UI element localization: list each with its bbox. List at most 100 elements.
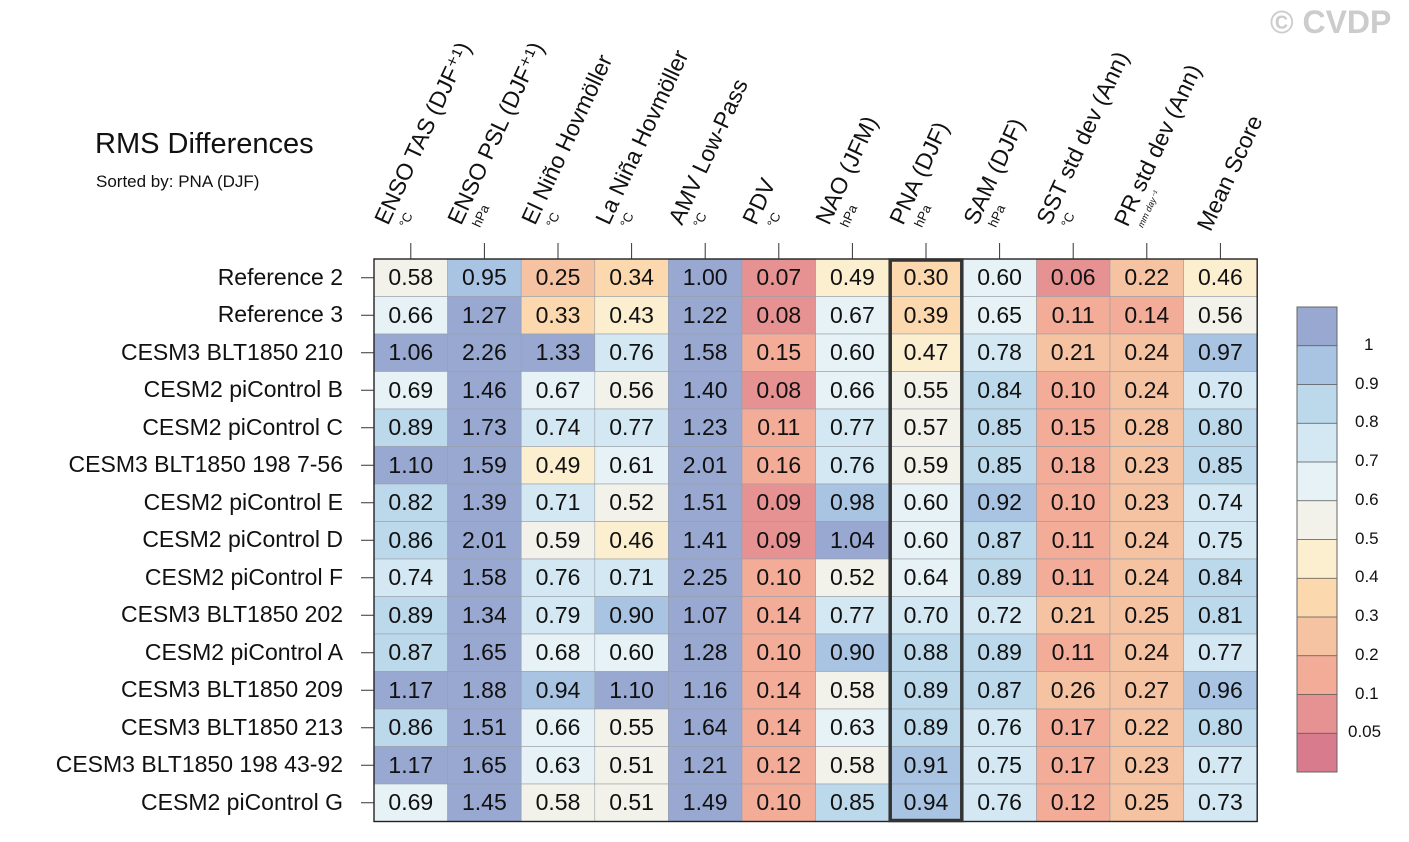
heatmap-cell <box>447 371 522 410</box>
cell-value: 0.55 <box>609 714 654 740</box>
cell-value: 0.66 <box>830 376 875 403</box>
cell-value: 0.85 <box>977 414 1022 440</box>
cell-value: 0.16 <box>756 451 802 478</box>
colorbar-segment <box>1297 500 1337 540</box>
cell-value: 0.52 <box>830 564 875 590</box>
heatmap-cell <box>447 783 522 822</box>
heatmap-cell <box>741 296 816 335</box>
cell-value: 0.96 <box>1198 676 1243 703</box>
cell-value: 0.66 <box>535 714 581 740</box>
heatmap-cell <box>447 558 522 597</box>
cell-value: 1.22 <box>682 301 728 328</box>
heatmap-cell <box>962 446 1037 485</box>
heatmap-cell <box>815 671 890 710</box>
heatmap-cell <box>520 258 596 297</box>
cell-value: 0.58 <box>830 751 875 778</box>
heatmap-cell <box>815 558 890 597</box>
heatmap-cell <box>815 333 890 372</box>
cell-value: 1.39 <box>462 489 507 515</box>
heatmap-cell <box>520 521 596 560</box>
cell-value: 2.25 <box>682 564 728 590</box>
heatmap-cell <box>594 521 669 560</box>
cell-value: 0.59 <box>903 451 949 478</box>
heatmap-cell <box>888 708 964 747</box>
heatmap-cell <box>741 521 816 560</box>
heatmap-cell <box>962 521 1037 560</box>
heatmap-cell <box>594 746 669 785</box>
cell-value: 0.46 <box>1198 264 1243 290</box>
heatmap-cell <box>1109 671 1184 710</box>
colorbar-label: 0.7 <box>1355 451 1379 470</box>
heatmap-cell <box>741 258 816 297</box>
heatmap-cell <box>1183 596 1258 635</box>
heatmap-cell <box>373 633 448 672</box>
colorbar-segment <box>1297 578 1337 617</box>
heatmap-cell <box>447 671 522 710</box>
heatmap-cell <box>1109 596 1184 635</box>
colorbar-segment <box>1297 694 1337 734</box>
cell-value: 0.76 <box>977 714 1022 740</box>
heatmap-cell <box>962 333 1037 372</box>
heatmap-cell <box>594 446 669 485</box>
cell-value: 0.75 <box>977 751 1022 778</box>
heatmap-cell <box>520 633 596 672</box>
heatmap-cell <box>520 708 596 747</box>
heatmap-cell <box>594 633 669 672</box>
cell-value: 2.26 <box>462 339 507 365</box>
cell-value: 0.06 <box>1050 264 1096 290</box>
heatmap-cell <box>741 483 816 522</box>
cell-value: 0.85 <box>977 451 1022 478</box>
cell-value: 0.25 <box>1124 789 1170 815</box>
cell-value: 0.49 <box>535 451 581 478</box>
cell-value: 0.89 <box>388 601 434 628</box>
cell-value: 0.69 <box>388 376 434 403</box>
heatmap-cell <box>447 258 522 297</box>
heatmap-cell <box>1109 258 1184 297</box>
cell-value: 1.21 <box>682 751 728 778</box>
cell-value: 0.76 <box>977 789 1022 815</box>
heatmap-cell <box>668 521 743 560</box>
heatmap-cell <box>594 258 669 297</box>
cell-value: 0.14 <box>756 676 802 703</box>
heatmap-cell <box>1183 708 1258 747</box>
cell-value: 0.63 <box>830 714 875 740</box>
heatmap-cell <box>668 258 743 297</box>
cell-value: 0.15 <box>756 339 802 365</box>
cell-value: 0.51 <box>609 751 654 778</box>
cell-value: 0.89 <box>903 676 949 703</box>
cell-value: 1.33 <box>535 339 581 365</box>
cell-value: 0.43 <box>609 301 654 328</box>
cell-value: 0.23 <box>1124 751 1170 778</box>
cell-value: 1.00 <box>682 264 728 290</box>
heatmap-cell <box>520 296 596 335</box>
cell-value: 0.59 <box>535 526 581 553</box>
cell-value: 1.59 <box>462 451 507 478</box>
heatmap-cell <box>668 746 743 785</box>
row-label: CESM2 piControl B <box>143 376 343 403</box>
heatmap-cell <box>741 446 816 485</box>
row-label: CESM2 piControl G <box>141 788 343 815</box>
cell-value: 1.64 <box>682 714 728 740</box>
row-label: CESM3 BLT1850 198 43-92 <box>55 751 343 778</box>
cell-value: 0.56 <box>1198 301 1243 328</box>
heatmap-cell <box>1036 746 1111 785</box>
cell-value: 0.24 <box>1124 639 1170 665</box>
cell-value: 0.68 <box>535 639 581 665</box>
cell-value: 0.27 <box>1124 676 1170 703</box>
heatmap-cell <box>594 296 669 335</box>
heatmap-cell <box>1036 558 1111 597</box>
heatmap-cell <box>447 296 522 335</box>
cell-value: 1.65 <box>462 751 507 778</box>
heatmap-cell <box>1036 333 1111 372</box>
cell-value: 0.95 <box>462 264 507 290</box>
cell-value: 0.78 <box>977 339 1022 365</box>
cell-value: 0.94 <box>535 676 581 703</box>
cell-value: 0.90 <box>830 639 875 665</box>
cell-value: 0.69 <box>388 789 434 815</box>
heatmap-cell <box>1109 633 1184 672</box>
cell-value: 0.74 <box>535 414 581 440</box>
cell-value: 0.14 <box>756 601 802 628</box>
heatmap-cell <box>373 296 448 335</box>
cell-value: 0.89 <box>977 639 1022 665</box>
cell-value: 0.64 <box>903 564 949 590</box>
